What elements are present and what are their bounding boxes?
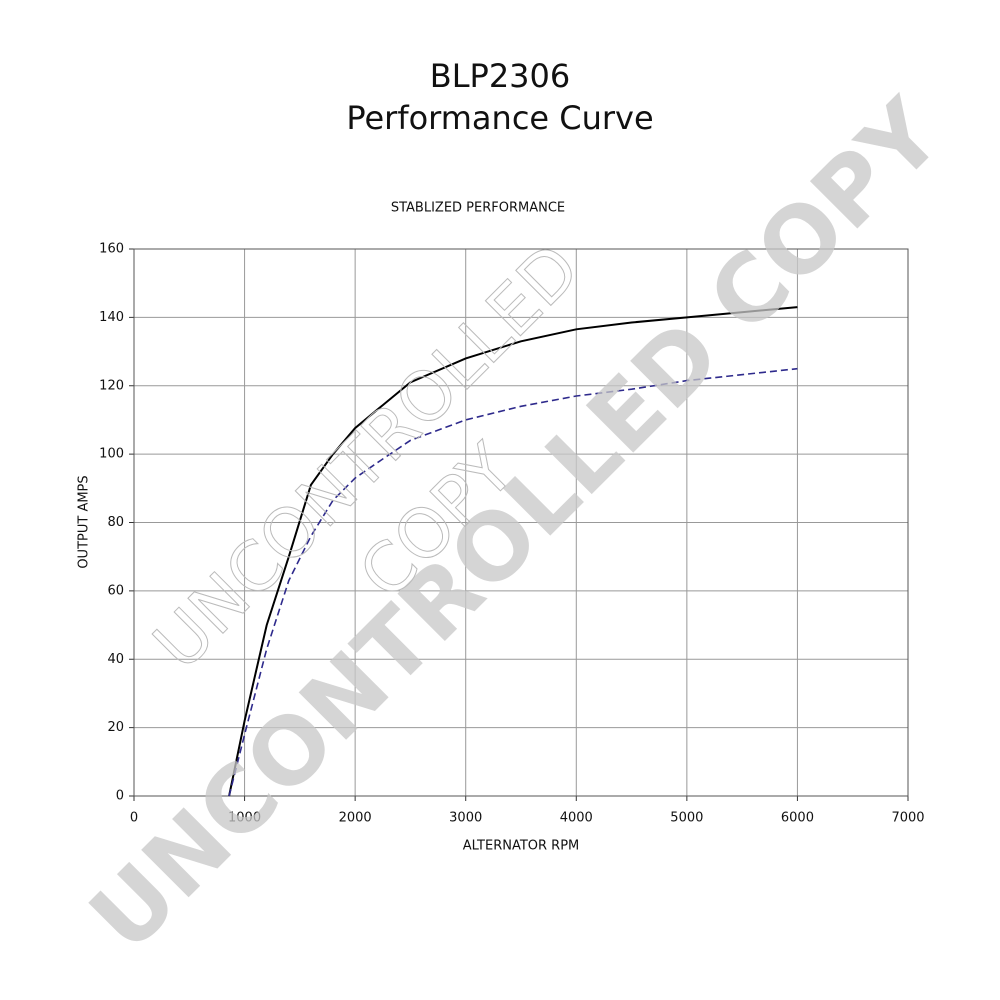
- y-tick-label: 40: [107, 652, 124, 667]
- x-tick-label: 7000: [891, 811, 924, 826]
- y-axis-label: OUTPUT AMPS: [77, 475, 92, 568]
- chart-subtitle: STABLIZED PERFORMANCE: [391, 201, 565, 216]
- chart-title: BLP2306: [430, 57, 571, 95]
- x-tick-label: 6000: [781, 811, 814, 826]
- y-tick-label: 100: [99, 447, 124, 462]
- chart-title: Performance Curve: [346, 99, 653, 137]
- x-tick-label: 3000: [449, 811, 482, 826]
- y-tick-label: 0: [116, 789, 124, 804]
- x-tick-label: 4000: [560, 811, 593, 826]
- y-tick-label: 20: [107, 720, 124, 735]
- y-tick-label: 160: [99, 242, 124, 257]
- x-tick-label: 2000: [339, 811, 372, 826]
- series-line: [228, 306, 798, 797]
- x-tick-label: 0: [130, 811, 138, 826]
- y-tick-label: 60: [107, 583, 124, 598]
- series-line: [228, 367, 798, 797]
- y-tick-label: 140: [99, 310, 124, 325]
- x-tick-label: 1000: [228, 811, 261, 826]
- x-tick-label: 5000: [670, 811, 703, 826]
- plot-frame: [133, 248, 909, 797]
- y-tick-label: 80: [107, 515, 124, 530]
- x-axis-label: ALTERNATOR RPM: [463, 839, 580, 854]
- y-tick-label: 120: [99, 378, 124, 393]
